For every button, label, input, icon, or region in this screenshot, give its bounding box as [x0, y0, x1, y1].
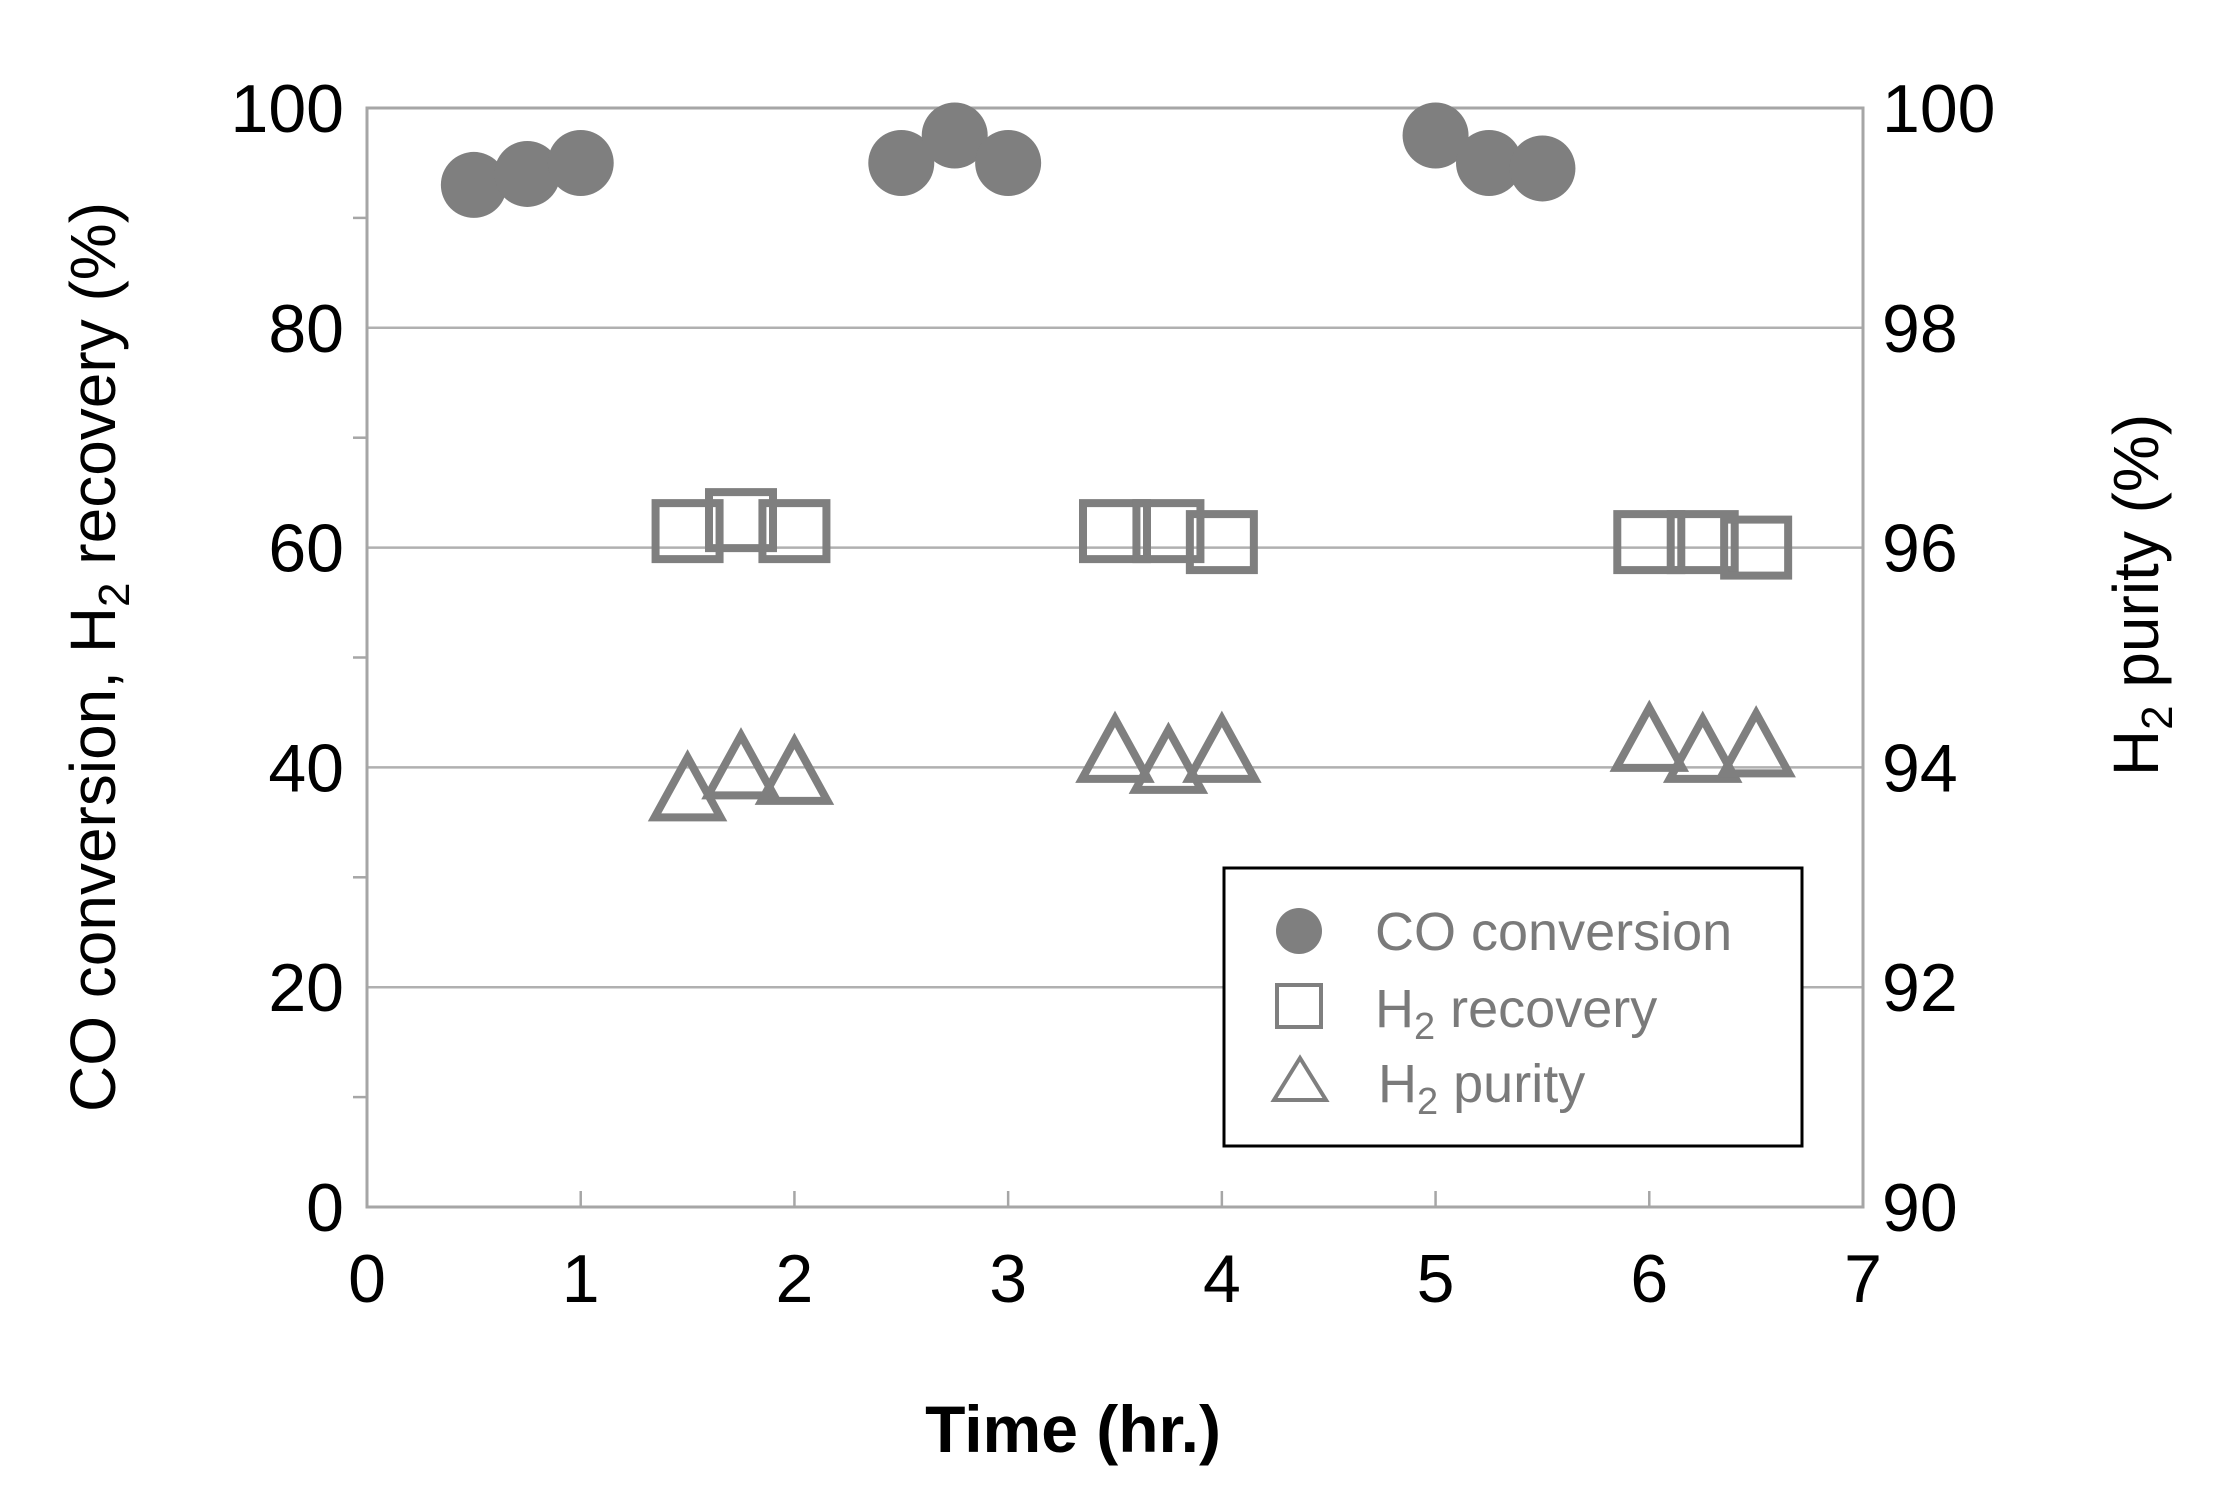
data-point-triangle-1 [701, 727, 781, 800]
y-right-tick-label-94: 94 [1882, 730, 1958, 806]
x-tick-label-0: 0 [348, 1241, 386, 1317]
y-left-tick-label-0: 0 [306, 1170, 344, 1246]
y-right-axis-title: H2 purity (%) [2100, 414, 2182, 776]
data-point-circle-6 [1402, 102, 1469, 169]
y-left-tick-label-60: 60 [268, 511, 344, 587]
data-point-triangle-6 [1609, 699, 1690, 772]
data-point-triangle-8 [1716, 705, 1796, 778]
y-right-tick-label-98: 98 [1882, 291, 1958, 367]
data-point-triangle-5 [1182, 710, 1262, 783]
data-marks [440, 102, 1796, 822]
data-point-circle-2 [547, 129, 614, 196]
y-left-tick-label-40: 40 [268, 730, 344, 806]
data-point-circle-3 [868, 129, 935, 196]
legend-square-icon [1275, 983, 1323, 1029]
x-tick-label-7: 7 [1844, 1241, 1882, 1317]
data-point-circle-5 [975, 129, 1042, 196]
legend-circle-icon [1276, 908, 1322, 954]
y-right-tick-label-92: 92 [1882, 950, 1958, 1026]
x-tick-label-4: 4 [1203, 1241, 1241, 1317]
data-point-square-2 [758, 499, 831, 564]
data-point-triangle-7 [1662, 710, 1743, 783]
data-point-circle-8 [1509, 135, 1576, 202]
data-point-triangle-3 [1075, 710, 1155, 783]
legend-label-h2-purity: H2 purity [1378, 1054, 1585, 1123]
x-tick-label-2: 2 [776, 1241, 814, 1317]
x-tick-label-6: 6 [1630, 1241, 1668, 1317]
data-point-square-8 [1720, 515, 1793, 580]
data-point-circle-7 [1456, 129, 1522, 196]
y-left-tick-label-20: 20 [268, 950, 344, 1026]
y-left-tick-label-100: 100 [231, 71, 344, 147]
data-point-circle-1 [494, 140, 561, 207]
axis-ticks: 0 1 2 3 4 5 6 7 0 20 40 60 80 100 90 92 94 96 98 100 [231, 71, 1996, 1317]
x-axis-title: Time (hr.) [925, 1392, 1221, 1466]
data-point-triangle-0 [647, 749, 728, 822]
x-tick-label-1: 1 [562, 1241, 600, 1317]
x-tick-label-3: 3 [989, 1241, 1027, 1317]
y-left-axis-title: CO conversion, H2 recovery (%) [57, 202, 139, 1112]
data-point-square-3 [1079, 499, 1151, 564]
x-tick-label-5: 5 [1417, 1241, 1455, 1317]
y-right-tick-label-100: 100 [1882, 71, 1995, 147]
data-point-triangle-2 [754, 732, 835, 805]
data-point-circle-0 [440, 151, 507, 218]
data-point-circle-4 [921, 102, 988, 169]
data-point-square-0 [651, 499, 724, 564]
legend-label-h2-recovery: H2 recovery [1375, 979, 1657, 1048]
data-point-square-6 [1613, 510, 1686, 575]
y-left-tick-label-80: 80 [268, 291, 344, 367]
legend-triangle-icon [1270, 1054, 1330, 1102]
legend: CO conversion H2 recovery H2 purity [1222, 866, 1804, 1148]
data-point-square-1 [705, 488, 777, 553]
legend-label-co-conversion: CO conversion [1375, 902, 1732, 962]
data-point-square-7 [1666, 510, 1739, 575]
y-right-tick-label-90: 90 [1882, 1170, 1958, 1246]
data-point-square-5 [1185, 510, 1258, 575]
data-point-square-4 [1132, 499, 1205, 564]
data-point-triangle-4 [1128, 721, 1209, 794]
y-right-tick-label-96: 96 [1882, 511, 1958, 587]
